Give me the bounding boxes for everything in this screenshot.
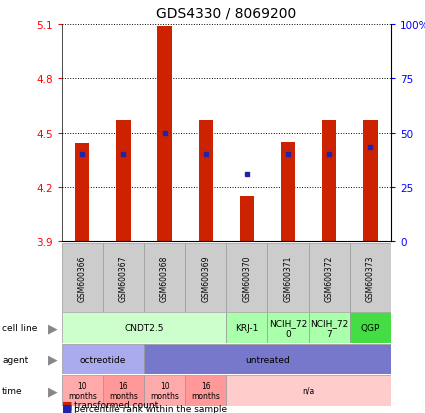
Text: GSM600369: GSM600369 bbox=[201, 254, 210, 301]
Bar bbox=[62, 313, 226, 344]
Text: GSM600371: GSM600371 bbox=[283, 254, 292, 301]
Text: CNDT2.5: CNDT2.5 bbox=[124, 324, 164, 332]
Text: GSM600366: GSM600366 bbox=[78, 254, 87, 301]
Bar bbox=[144, 244, 185, 312]
Bar bbox=[226, 375, 391, 406]
Text: 10
months: 10 months bbox=[150, 381, 179, 400]
Text: NCIH_72
7: NCIH_72 7 bbox=[310, 318, 348, 338]
Text: ■: ■ bbox=[62, 399, 72, 409]
Bar bbox=[116, 121, 130, 242]
Bar bbox=[185, 375, 226, 406]
Text: 10
months: 10 months bbox=[68, 381, 96, 400]
Bar bbox=[62, 344, 144, 375]
Text: ■: ■ bbox=[62, 403, 72, 413]
Bar bbox=[226, 244, 267, 312]
Bar bbox=[267, 313, 309, 344]
Bar bbox=[62, 244, 103, 312]
Bar bbox=[363, 121, 378, 242]
Bar bbox=[144, 344, 391, 375]
Bar bbox=[144, 375, 185, 406]
Text: ▶: ▶ bbox=[48, 322, 57, 335]
Bar bbox=[350, 244, 391, 312]
Bar bbox=[322, 121, 337, 242]
Bar bbox=[240, 197, 254, 242]
Text: n/a: n/a bbox=[303, 386, 315, 395]
Bar bbox=[62, 375, 103, 406]
Text: octreotide: octreotide bbox=[79, 355, 126, 364]
Text: QGP: QGP bbox=[361, 324, 380, 332]
Text: agent: agent bbox=[2, 355, 28, 364]
Text: NCIH_72
0: NCIH_72 0 bbox=[269, 318, 307, 338]
Bar bbox=[267, 244, 309, 312]
Text: GSM600370: GSM600370 bbox=[242, 254, 252, 301]
Bar bbox=[103, 244, 144, 312]
Bar bbox=[350, 313, 391, 344]
Text: GSM600367: GSM600367 bbox=[119, 254, 128, 301]
Text: GSM600372: GSM600372 bbox=[325, 254, 334, 301]
Bar bbox=[226, 313, 267, 344]
Bar bbox=[75, 144, 89, 242]
Bar bbox=[309, 244, 350, 312]
Bar bbox=[281, 142, 295, 242]
Text: ▶: ▶ bbox=[48, 353, 57, 366]
Text: percentile rank within the sample: percentile rank within the sample bbox=[74, 404, 227, 413]
Bar bbox=[157, 26, 172, 242]
Text: 16
months: 16 months bbox=[191, 381, 220, 400]
Bar bbox=[185, 244, 226, 312]
Bar bbox=[198, 121, 213, 242]
Text: ▶: ▶ bbox=[48, 384, 57, 397]
Text: untreated: untreated bbox=[245, 355, 290, 364]
Text: GSM600368: GSM600368 bbox=[160, 254, 169, 301]
Text: time: time bbox=[2, 386, 23, 395]
Bar bbox=[103, 375, 144, 406]
Bar bbox=[309, 313, 350, 344]
Text: cell line: cell line bbox=[2, 324, 37, 332]
Text: GSM600373: GSM600373 bbox=[366, 254, 375, 301]
Title: GDS4330 / 8069200: GDS4330 / 8069200 bbox=[156, 7, 296, 21]
Text: transformed count: transformed count bbox=[74, 400, 159, 409]
Text: 16
months: 16 months bbox=[109, 381, 138, 400]
Text: KRJ-1: KRJ-1 bbox=[235, 324, 258, 332]
